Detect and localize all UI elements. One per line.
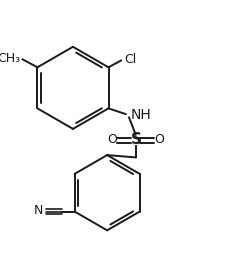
Text: O: O [107,133,117,146]
Text: CH₃: CH₃ [0,52,20,65]
Text: N: N [34,204,43,217]
Text: Cl: Cl [124,53,136,66]
Text: S: S [130,132,141,147]
Text: O: O [153,133,163,146]
Text: NH: NH [130,108,150,122]
